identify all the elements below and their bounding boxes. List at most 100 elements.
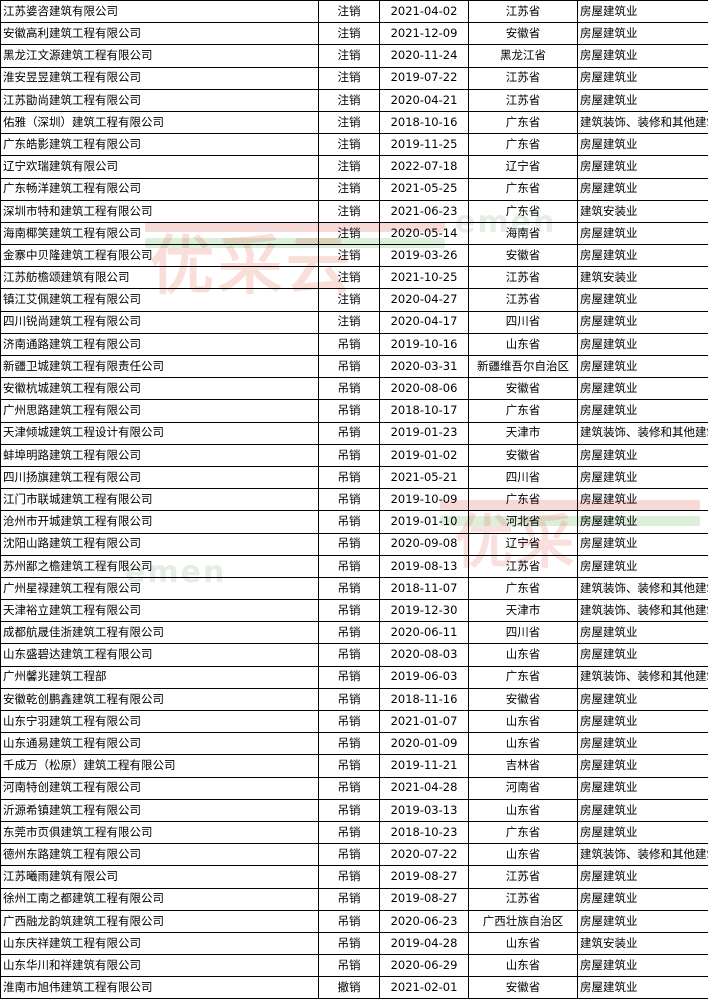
region-cell: 安徽省 — [469, 444, 578, 466]
date-cell: 2019-11-21 — [380, 755, 469, 777]
company-name-cell: 金寨中贝隆建筑工程有限公司 — [1, 245, 319, 267]
category-cell: 房屋建筑业 — [578, 45, 708, 67]
status-cell: 注销 — [319, 200, 380, 222]
status-cell: 吊销 — [319, 866, 380, 888]
date-cell: 2021-05-25 — [380, 178, 469, 200]
category-cell: 房屋建筑业 — [578, 289, 708, 311]
region-cell: 吉林省 — [469, 755, 578, 777]
date-cell: 2019-10-16 — [380, 333, 469, 355]
status-cell: 吊销 — [319, 400, 380, 422]
date-cell: 2019-12-30 — [380, 600, 469, 622]
region-cell: 河南省 — [469, 777, 578, 799]
date-cell: 2020-09-08 — [380, 533, 469, 555]
date-cell: 2019-08-27 — [380, 866, 469, 888]
category-cell: 建筑装饰、装修和其他建筑业 — [578, 666, 708, 688]
category-cell: 建筑安装业 — [578, 267, 708, 289]
company-name-cell: 广西融龙韵筑建筑工程有限公司 — [1, 910, 319, 932]
status-cell: 吊销 — [319, 688, 380, 710]
region-cell: 江苏省 — [469, 888, 578, 910]
status-cell: 注销 — [319, 67, 380, 89]
date-cell: 2021-12-09 — [380, 23, 469, 45]
date-cell: 2018-10-23 — [380, 821, 469, 843]
company-name-cell: 江苏婆咨建筑有限公司 — [1, 1, 319, 23]
region-cell: 海南省 — [469, 222, 578, 244]
date-cell: 2021-02-01 — [380, 977, 469, 999]
status-cell: 注销 — [319, 45, 380, 67]
status-cell: 吊销 — [319, 910, 380, 932]
date-cell: 2018-11-16 — [380, 688, 469, 710]
region-cell: 天津市 — [469, 600, 578, 622]
date-cell: 2019-01-23 — [380, 422, 469, 444]
status-cell: 注销 — [319, 23, 380, 45]
region-cell: 安徽省 — [469, 977, 578, 999]
company-name-cell: 广东皓影建筑工程有限公司 — [1, 134, 319, 156]
date-cell: 2019-08-13 — [380, 555, 469, 577]
region-cell: 四川省 — [469, 311, 578, 333]
date-cell: 2019-08-27 — [380, 888, 469, 910]
status-cell: 吊销 — [319, 577, 380, 599]
category-cell: 房屋建筑业 — [578, 400, 708, 422]
date-cell: 2020-01-09 — [380, 733, 469, 755]
date-cell: 2019-04-28 — [380, 932, 469, 954]
status-cell: 吊销 — [319, 711, 380, 733]
company-name-cell: 新疆卫城建筑工程有限责任公司 — [1, 356, 319, 378]
company-name-cell: 德州东路建筑工程有限公司 — [1, 844, 319, 866]
region-cell: 广东省 — [469, 821, 578, 843]
region-cell: 江苏省 — [469, 89, 578, 111]
company-name-cell: 东莞市页俱建筑工程有限公司 — [1, 821, 319, 843]
company-name-cell: 海南椰笑建筑工程有限公司 — [1, 222, 319, 244]
status-cell: 吊销 — [319, 422, 380, 444]
category-cell: 房屋建筑业 — [578, 799, 708, 821]
region-cell: 广东省 — [469, 489, 578, 511]
date-cell: 2022-07-18 — [380, 156, 469, 178]
category-cell: 房屋建筑业 — [578, 245, 708, 267]
company-name-cell: 淮南市旭伟建筑工程有限公司 — [1, 977, 319, 999]
status-cell: 注销 — [319, 178, 380, 200]
company-name-cell: 山东宁羽建筑工程有限公司 — [1, 711, 319, 733]
status-cell: 注销 — [319, 89, 380, 111]
company-name-cell: 山东庆祥建筑工程有限公司 — [1, 932, 319, 954]
category-cell: 房屋建筑业 — [578, 23, 708, 45]
category-cell: 建筑装饰、装修和其他建筑业 — [578, 577, 708, 599]
status-cell: 吊销 — [319, 821, 380, 843]
category-cell: 房屋建筑业 — [578, 644, 708, 666]
status-cell: 注销 — [319, 156, 380, 178]
category-cell: 房屋建筑业 — [578, 977, 708, 999]
status-cell: 吊销 — [319, 356, 380, 378]
company-name-cell: 山东盛碧达建筑工程有限公司 — [1, 644, 319, 666]
region-cell: 山东省 — [469, 799, 578, 821]
company-name-cell: 江苏曦雨建筑有限公司 — [1, 866, 319, 888]
category-cell: 房屋建筑业 — [578, 888, 708, 910]
company-name-cell: 安徽杭城建筑工程有限公司 — [1, 378, 319, 400]
status-cell: 注销 — [319, 267, 380, 289]
region-cell: 山东省 — [469, 333, 578, 355]
status-cell: 注销 — [319, 1, 380, 23]
status-cell: 吊销 — [319, 444, 380, 466]
category-cell: 建筑安装业 — [578, 932, 708, 954]
region-cell: 辽宁省 — [469, 533, 578, 555]
date-cell: 2020-11-24 — [380, 45, 469, 67]
category-cell: 房屋建筑业 — [578, 711, 708, 733]
company-name-cell: 成都航晟佳浙建筑工程有限公司 — [1, 622, 319, 644]
